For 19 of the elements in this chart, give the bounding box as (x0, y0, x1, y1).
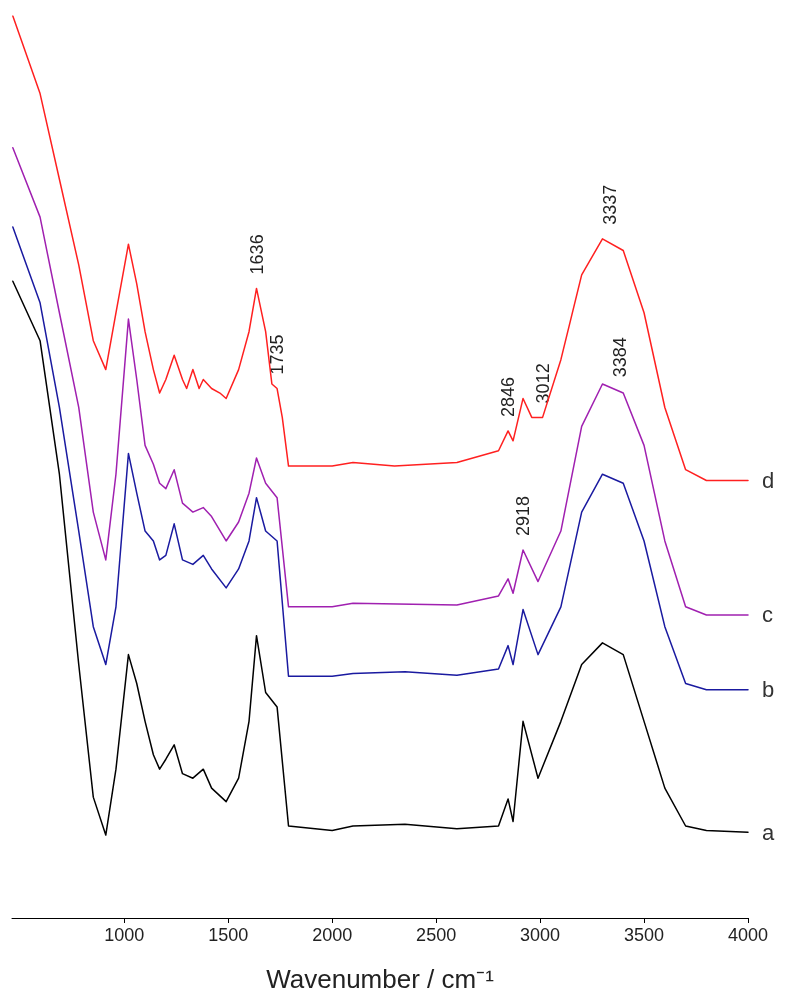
x-tick-label: 1500 (208, 925, 249, 945)
annotation: 3012 (532, 363, 553, 404)
series-label: a (762, 819, 775, 845)
series-label: b (762, 677, 775, 703)
annotation: 2918 (513, 495, 534, 536)
annotation: 1735 (267, 334, 288, 375)
x-tick-label: 3500 (624, 925, 665, 945)
x-tick-label: 2500 (416, 925, 457, 945)
annotation: 3337 (600, 184, 621, 225)
x-axis-title: Wavenumber / cm⁻¹ (266, 964, 495, 994)
x-tick-label: 1000 (104, 925, 145, 945)
x-tick-label: 4000 (727, 925, 769, 945)
x-tick-label: 3000 (520, 925, 561, 945)
annotation: 2846 (498, 376, 519, 417)
annotation: 1636 (246, 234, 267, 275)
series-label: c (762, 602, 773, 628)
annotation: 3384 (609, 337, 630, 378)
series-label: d (762, 468, 775, 494)
x-tick-label: 2000 (312, 925, 353, 945)
